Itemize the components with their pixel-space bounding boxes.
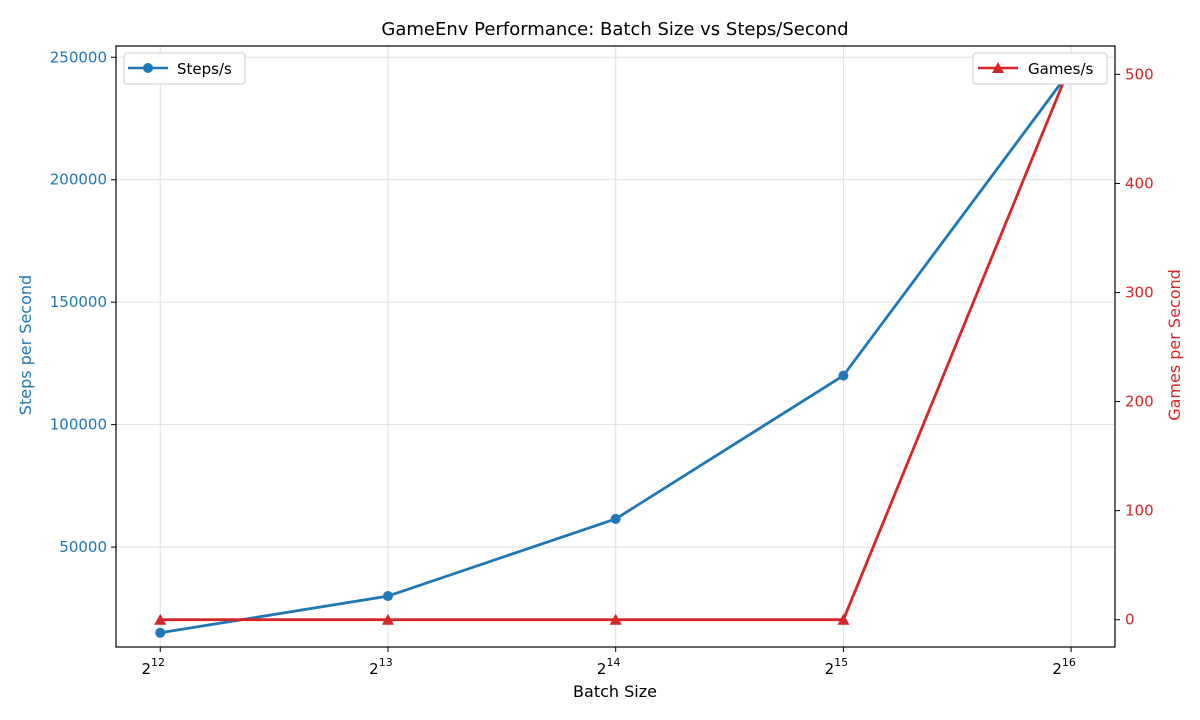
y-axis-label-left: Steps per Second bbox=[16, 275, 35, 415]
legend-steps-marker bbox=[143, 63, 153, 73]
y-axis-label-right: Games per Second bbox=[1165, 269, 1184, 421]
legend-left: Steps/s bbox=[123, 52, 246, 85]
data-point-games-s bbox=[381, 613, 394, 625]
data-point-games-s bbox=[609, 613, 622, 625]
y-left-tick-label: 250000 bbox=[50, 48, 107, 66]
y-right-tick-label: 200 bbox=[1125, 393, 1154, 411]
data-point-steps-s bbox=[382, 591, 393, 602]
legend-games-label: Games/s bbox=[1028, 60, 1094, 78]
legend-right-box bbox=[972, 52, 1108, 85]
x-tick-exponent: 14 bbox=[606, 656, 620, 669]
legend-left-box bbox=[123, 52, 246, 85]
x-tick-exponent: 13 bbox=[379, 656, 393, 669]
x-tick-exponent: 15 bbox=[834, 656, 848, 669]
series-layer bbox=[154, 57, 1078, 638]
legend-games-marker bbox=[992, 62, 1004, 73]
y-left-tick-label: 150000 bbox=[50, 293, 107, 311]
data-point-steps-s bbox=[155, 627, 166, 638]
data-point-games-s bbox=[154, 613, 167, 625]
grid bbox=[116, 46, 1115, 647]
data-point-steps-s bbox=[610, 513, 621, 524]
x-tick-exponent: 16 bbox=[1062, 656, 1076, 669]
y-left-tick-label: 200000 bbox=[50, 171, 107, 189]
chart-title: GameEnv Performance: Batch Size vs Steps… bbox=[381, 19, 848, 40]
x-axis-label: Batch Size bbox=[573, 682, 657, 701]
y-right-tick-label: 100 bbox=[1125, 502, 1154, 520]
y-right-tick-label: 500 bbox=[1125, 65, 1154, 83]
legend-steps-label: Steps/s bbox=[177, 60, 232, 78]
data-point-games-s bbox=[837, 613, 850, 625]
y-right-tick-label: 300 bbox=[1125, 284, 1154, 302]
legend-right: Games/s bbox=[972, 52, 1108, 85]
data-point-steps-s bbox=[838, 370, 849, 381]
x-tick-exponent: 12 bbox=[151, 656, 165, 669]
y-left-tick-label: 100000 bbox=[50, 416, 107, 434]
y-right-tick-label: 400 bbox=[1125, 174, 1154, 192]
y-left-tick-label: 50000 bbox=[59, 538, 107, 556]
y-right-tick-label: 0 bbox=[1125, 611, 1135, 629]
